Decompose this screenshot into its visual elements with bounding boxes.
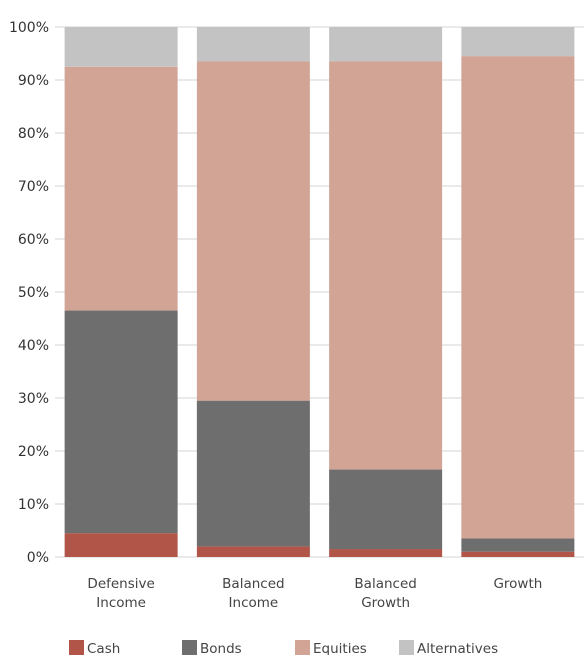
x-tick-label: Defensive Income (87, 576, 154, 611)
x-axis: Defensive Income Balanced Income Balanced Gro… (87, 576, 542, 611)
legend-item-alternatives: Alternatives (399, 640, 498, 655)
x-tick-label-line: Income (229, 595, 279, 611)
y-tick-label: 20% (18, 444, 49, 460)
y-tick-label: 30% (18, 391, 49, 407)
bar-segment-equities (196, 61, 310, 401)
bar-segment-equities (329, 61, 443, 470)
y-axis: 0% 10% 20% 30% 40% 50% 60% 70% 80% 90% 100% (9, 20, 49, 566)
x-tick-label-line: Growth (493, 576, 542, 592)
legend-swatch (399, 640, 414, 655)
x-tick-label-line: Defensive (87, 576, 154, 592)
bar-segment-equities (461, 56, 575, 539)
y-tick-label: 60% (18, 232, 49, 248)
y-tick-label: 50% (18, 285, 49, 301)
bar-segment-cash (64, 533, 178, 557)
legend-swatch (295, 640, 310, 655)
bar-segment-cash (461, 551, 575, 557)
y-tick-label: 100% (9, 20, 49, 36)
bar-segment-alternatives (64, 27, 178, 67)
legend-label: Cash (87, 641, 120, 655)
x-tick-label-line: Growth (361, 595, 410, 611)
bar-segment-alternatives (461, 27, 575, 57)
y-tick-label: 90% (18, 73, 49, 89)
legend-item-bonds: Bonds (182, 640, 242, 655)
x-tick-label-line: Balanced (222, 576, 284, 592)
y-tick-label: 0% (27, 550, 49, 566)
y-tick-label: 40% (18, 338, 49, 354)
bar-segment-alternatives (329, 27, 443, 62)
legend-swatch (69, 640, 84, 655)
bar-segment-alternatives (196, 27, 310, 62)
bar-segment-equities (64, 66, 178, 311)
y-tick-label: 70% (18, 179, 49, 195)
x-tick-label-line: Balanced (354, 576, 416, 592)
bar-segment-bonds (196, 400, 310, 547)
bar-segment-bonds (329, 469, 443, 550)
bar-segment-bonds (461, 538, 575, 552)
bar-segment-bonds (64, 310, 178, 534)
legend-label: Equities (313, 641, 367, 655)
legend: Cash Bonds Equities Alternatives (69, 640, 498, 655)
x-tick-label-line: Income (96, 595, 146, 611)
y-tick-label: 10% (18, 497, 49, 513)
legend-swatch (182, 640, 197, 655)
bar-segment-cash (329, 549, 443, 557)
legend-label: Alternatives (417, 641, 498, 655)
legend-label: Bonds (200, 641, 242, 655)
y-tick-label: 80% (18, 126, 49, 142)
x-tick-label: Growth (493, 576, 542, 592)
legend-item-cash: Cash (69, 640, 120, 655)
legend-item-equities: Equities (295, 640, 367, 655)
bar-segment-cash (196, 546, 310, 557)
bars (64, 27, 575, 557)
x-tick-label: Balanced Growth (354, 576, 416, 611)
x-tick-label: Balanced Income (222, 576, 284, 611)
